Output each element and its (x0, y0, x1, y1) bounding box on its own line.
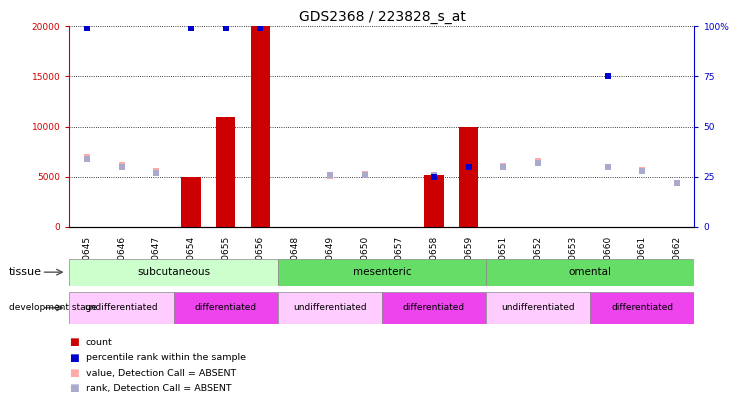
Bar (251, 26, 270, 227)
Text: ■: ■ (69, 337, 79, 347)
Bar (486, 292, 590, 324)
Text: mesenteric: mesenteric (352, 267, 412, 277)
Text: ■: ■ (69, 368, 79, 378)
Text: rank, Detection Call = ABSENT: rank, Detection Call = ABSENT (86, 384, 231, 393)
Text: differentiated: differentiated (611, 303, 673, 312)
Text: percentile rank within the sample: percentile rank within the sample (86, 353, 246, 362)
Bar (173, 292, 278, 324)
Bar (425, 175, 444, 227)
Bar (486, 259, 694, 286)
Bar (69, 259, 278, 286)
Text: undifferentiated: undifferentiated (293, 303, 367, 312)
Text: omental: omental (569, 267, 612, 277)
Bar (459, 126, 478, 227)
Text: differentiated: differentiated (194, 303, 257, 312)
Text: undifferentiated: undifferentiated (85, 303, 159, 312)
Bar (216, 117, 235, 227)
Bar (590, 292, 694, 324)
Title: GDS2368 / 223828_s_at: GDS2368 / 223828_s_at (298, 10, 466, 24)
Text: tissue: tissue (9, 267, 42, 277)
Text: subcutaneous: subcutaneous (137, 267, 211, 277)
Bar (278, 292, 382, 324)
Bar (69, 292, 173, 324)
Text: ■: ■ (69, 384, 79, 393)
Bar (382, 292, 486, 324)
Text: count: count (86, 338, 113, 347)
Text: ■: ■ (69, 353, 79, 362)
Text: value, Detection Call = ABSENT: value, Detection Call = ABSENT (86, 369, 236, 377)
Text: undifferentiated: undifferentiated (501, 303, 575, 312)
Text: differentiated: differentiated (403, 303, 465, 312)
Bar (278, 259, 486, 286)
Text: development stage: development stage (9, 303, 96, 312)
Bar (181, 177, 200, 227)
